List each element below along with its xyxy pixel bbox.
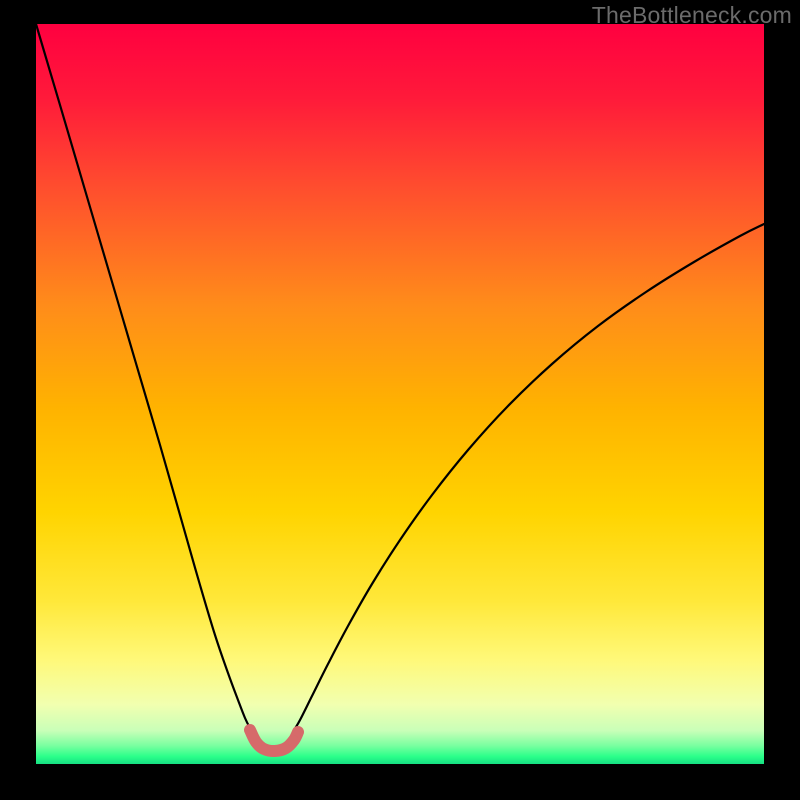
optimal-range-dot: [271, 747, 280, 756]
optimal-range-dot: [290, 736, 299, 745]
optimal-range-dot: [260, 745, 269, 754]
chart-frame: TheBottleneck.com: [0, 0, 800, 800]
optimal-range-dot: [246, 726, 255, 735]
optimal-range-dot: [252, 738, 261, 747]
optimal-range-dot: [282, 744, 291, 753]
optimal-range-dot: [294, 728, 303, 737]
watermark-text: TheBottleneck.com: [592, 2, 792, 29]
chart-svg: [0, 0, 800, 800]
